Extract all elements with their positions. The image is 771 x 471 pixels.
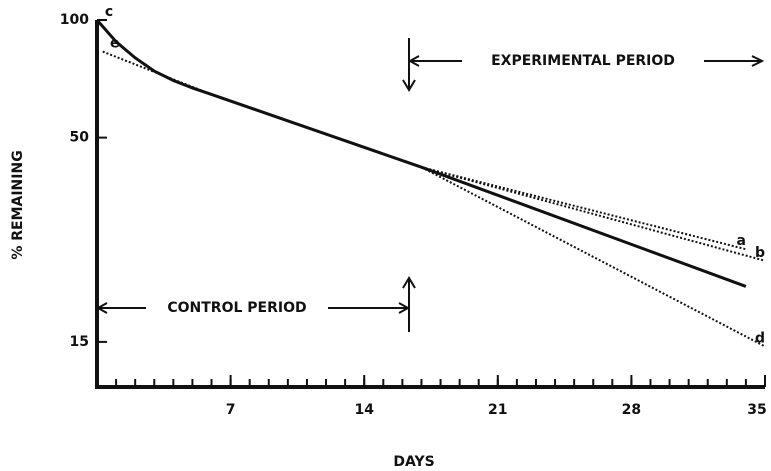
y-tick-label: 15	[70, 334, 89, 350]
x-tick-label: 21	[488, 402, 507, 418]
x-axis-label: DAYS	[393, 454, 434, 470]
annotation: EXPERIMENTAL PERIOD	[491, 53, 675, 69]
series-label: d	[755, 331, 765, 347]
series-line	[421, 166, 766, 262]
series-line	[102, 50, 212, 96]
x-tick-label: 35	[747, 402, 766, 418]
period-arrows	[95, 38, 765, 332]
series-label: a	[736, 233, 745, 249]
series-label: e	[110, 36, 120, 52]
series-line	[95, 19, 747, 288]
annotation: CONTROL PERIOD	[167, 300, 306, 316]
series-line	[421, 166, 747, 251]
axes	[95, 20, 765, 389]
series-label: c	[105, 4, 113, 20]
series-line	[420, 166, 766, 348]
series-label: b	[755, 245, 765, 261]
x-tick-label: 7	[226, 402, 236, 418]
y-tick-label: 50	[70, 130, 90, 146]
y-axis-label: % REMAINING	[10, 150, 26, 259]
x-tick-label: 14	[354, 402, 374, 418]
x-tick-label: 28	[622, 402, 641, 418]
y-tick-label: 100	[60, 12, 89, 28]
